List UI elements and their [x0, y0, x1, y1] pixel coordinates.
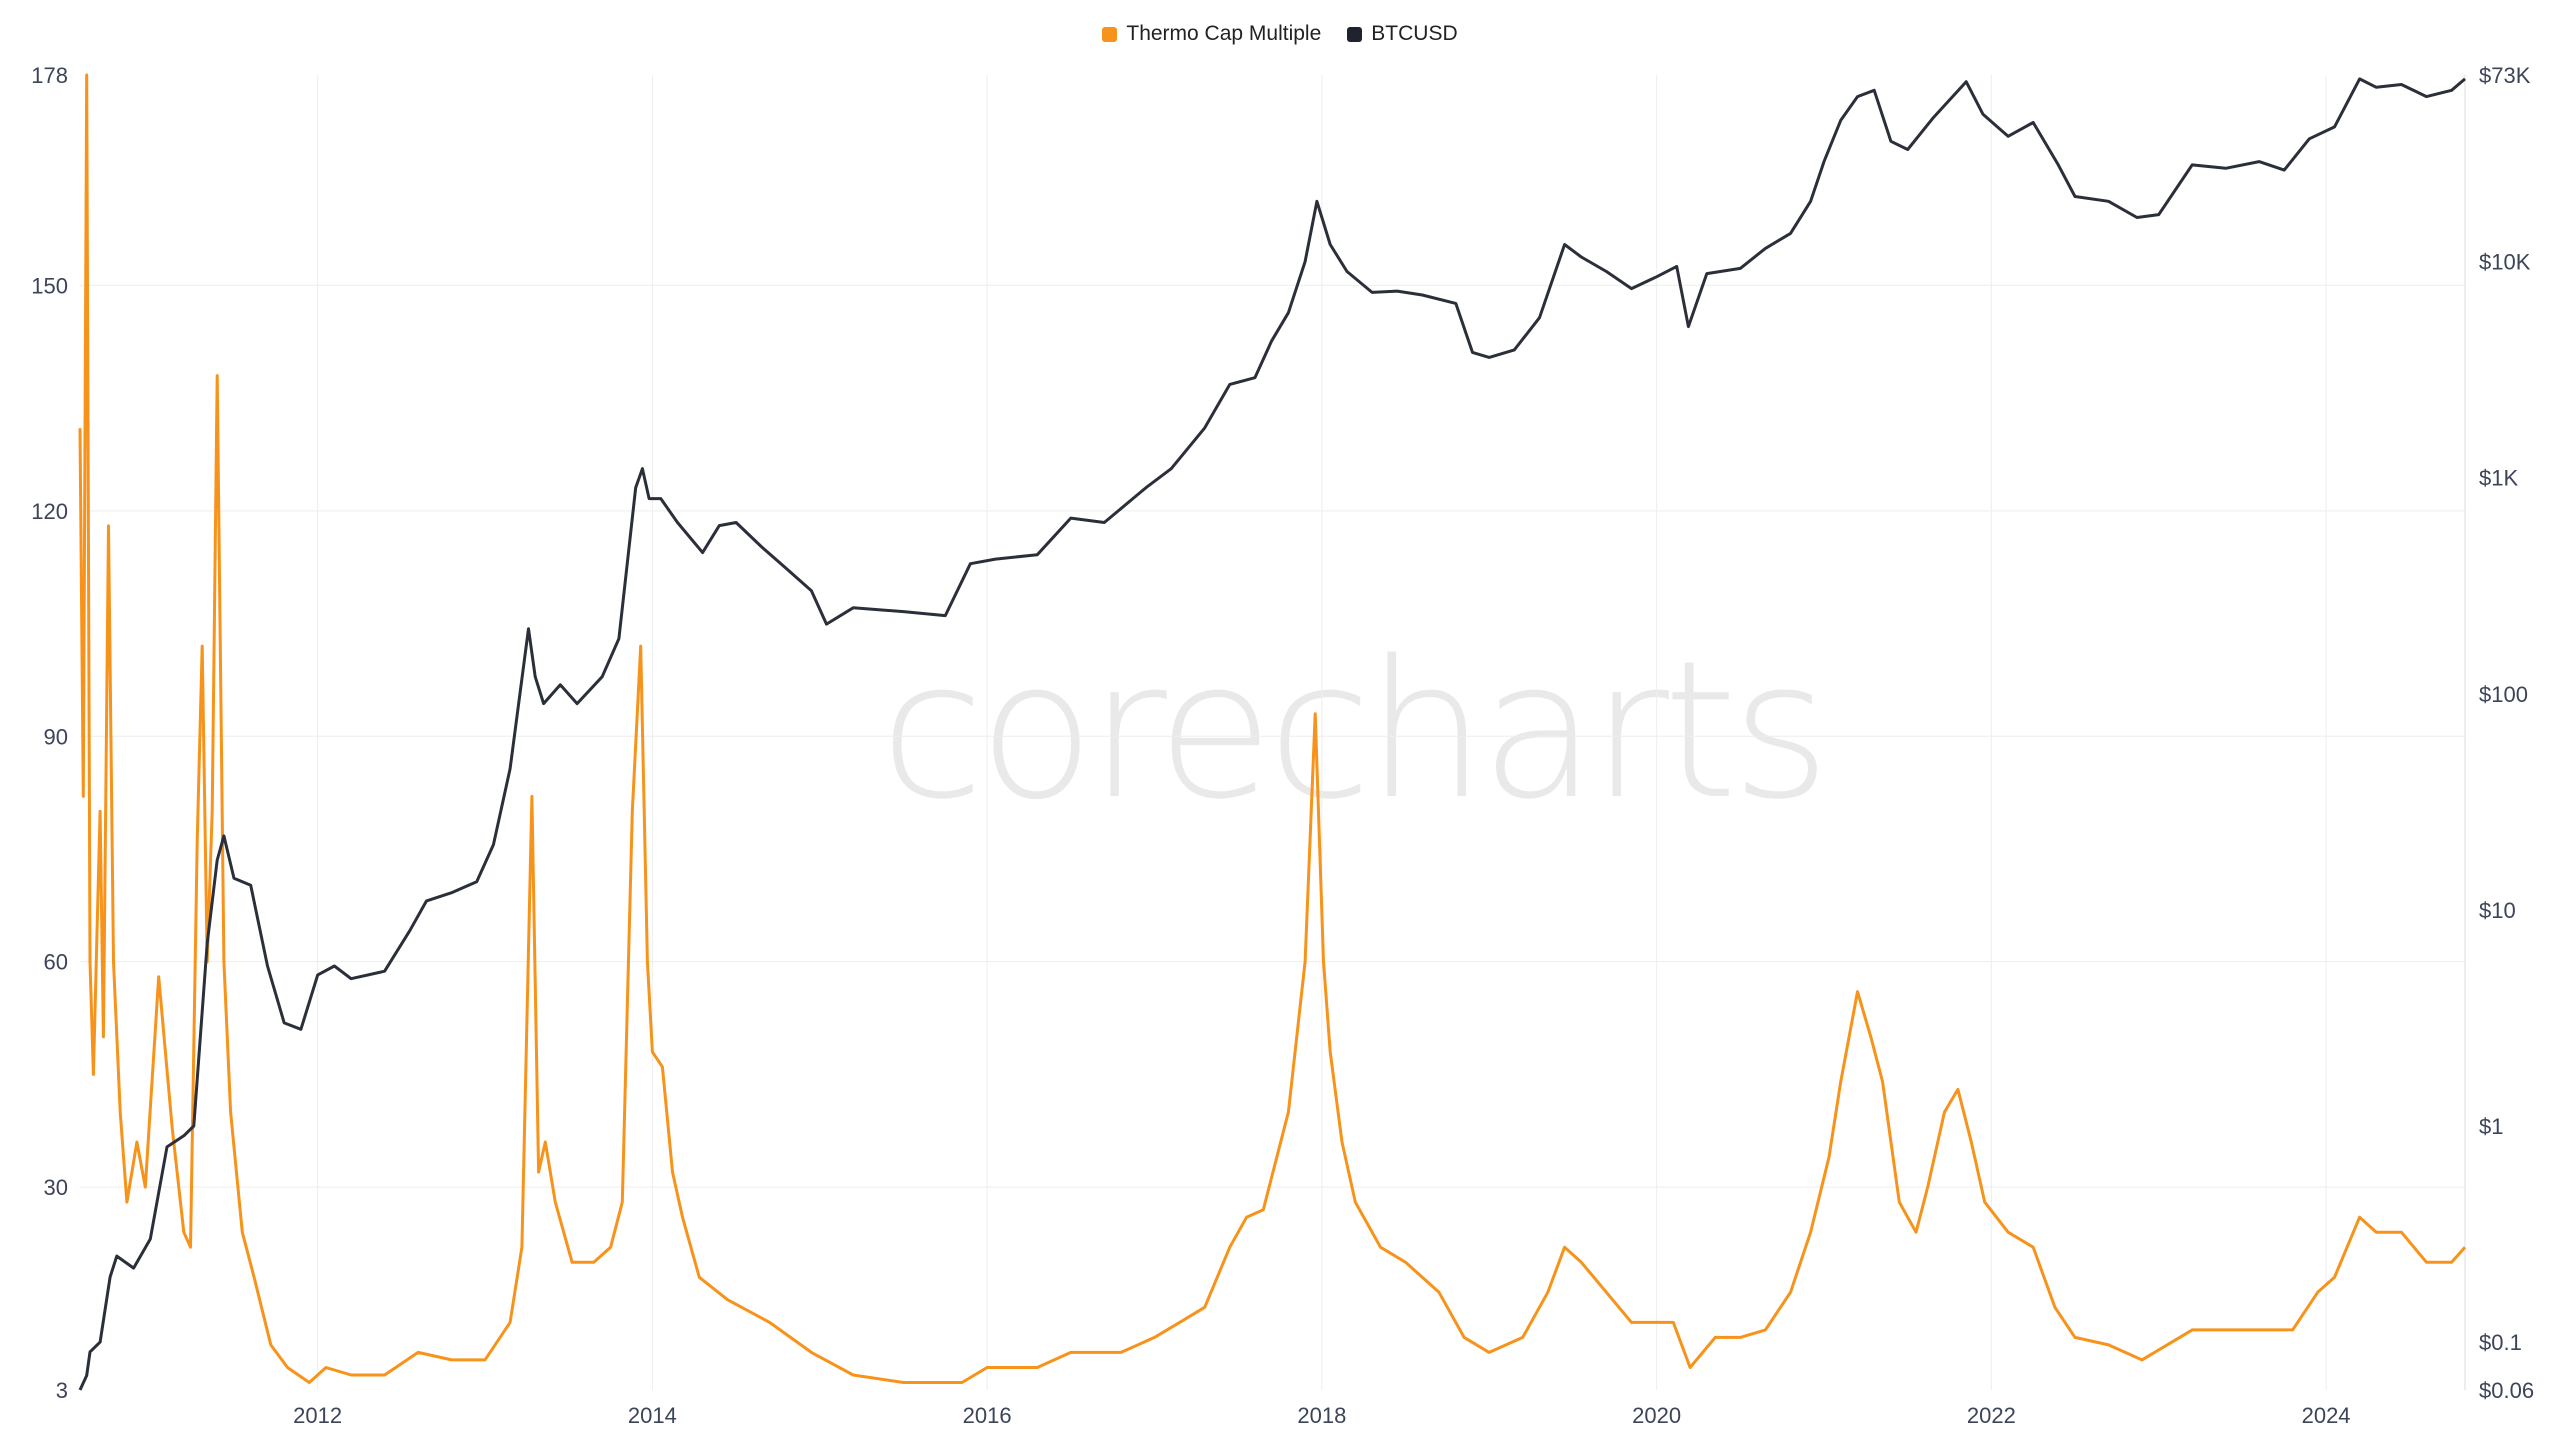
legend-item-thermo-cap[interactable]: Thermo Cap Multiple: [1102, 22, 1321, 46]
x-tick-label: 2016: [963, 1403, 1012, 1428]
x-tick-label: 2014: [628, 1403, 677, 1428]
y-right-tick-label: $10K: [2479, 250, 2531, 275]
y-left-tick-label: 120: [31, 499, 68, 524]
legend-swatch-btcusd: [1347, 26, 1363, 42]
y-right-tick-label: $0.06: [2479, 1378, 2534, 1403]
y-left-tick-label: 60: [44, 950, 68, 975]
legend-swatch-thermo-cap: [1102, 26, 1118, 42]
legend-item-btcusd[interactable]: BTCUSD: [1347, 22, 1458, 46]
x-tick-label: 2012: [293, 1403, 342, 1428]
x-tick-label: 2020: [1632, 1403, 1681, 1428]
legend-label-btcusd: BTCUSD: [1371, 22, 1458, 45]
x-tick-label: 2018: [1297, 1403, 1346, 1428]
y-right-tick-label: $1: [2479, 1114, 2503, 1139]
y-left-tick-label: 178: [31, 63, 68, 88]
x-tick-label: 2022: [1967, 1403, 2016, 1428]
y-right-tick-label: $0.1: [2479, 1330, 2522, 1355]
y-left-tick-label: 150: [31, 273, 68, 298]
x-tick-label: 2024: [2302, 1403, 2351, 1428]
y-left-tick-label: 3: [56, 1378, 68, 1403]
series-line-btcusd: [78, 77, 2466, 1391]
y-right-tick-label: $73K: [2479, 63, 2531, 88]
y-right-tick-label: $10: [2479, 898, 2516, 923]
legend: Thermo Cap Multiple BTCUSD: [0, 22, 2560, 46]
y-left-tick-label: 90: [44, 724, 68, 749]
y-right-tick-label: $100: [2479, 682, 2528, 707]
y-right-tick-label: $1K: [2479, 466, 2518, 491]
legend-label-thermo-cap: Thermo Cap Multiple: [1126, 22, 1322, 45]
series-line-thermo-cap-multiple: [78, 73, 2467, 1384]
y-left-tick-label: 30: [44, 1175, 68, 1200]
